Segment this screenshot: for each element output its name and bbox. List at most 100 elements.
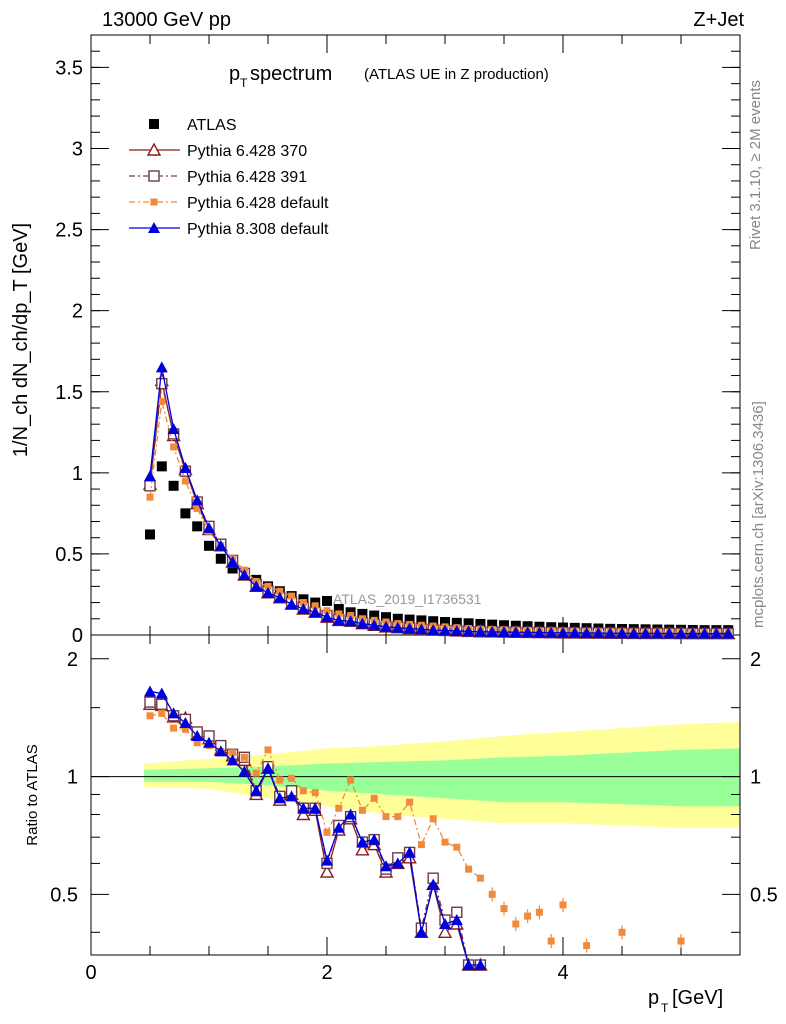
rivet-label: Rivet 3.1.10, ≥ 2M events: [747, 80, 764, 250]
data-point: [226, 556, 239, 568]
data-point: [686, 627, 699, 639]
data-point: [463, 618, 474, 629]
ratio-point: [488, 890, 496, 898]
ratio-point: [264, 746, 272, 754]
ratio-point: [214, 745, 227, 757]
legend: ATLAS Pythia 6.428 370 Pythia 6.428 391 Pyt…: [129, 117, 329, 238]
ratio-point: [441, 838, 449, 846]
data-point: [675, 627, 687, 639]
legend-label: Pythia 6.428 391: [187, 169, 307, 186]
ratio-point: [429, 815, 437, 823]
data-point: [722, 627, 735, 639]
ratio-point: [368, 833, 381, 845]
data-point: [250, 580, 263, 592]
ratio-ytick-label: 1: [67, 767, 78, 789]
ratio-band-inner: [144, 748, 741, 807]
data-point: [509, 626, 522, 638]
ratio-point: [677, 937, 685, 945]
legend-marker: [148, 222, 160, 233]
data-point: [276, 587, 284, 595]
data-point: [568, 626, 581, 638]
data-point: [498, 626, 510, 638]
ratio-point: [512, 920, 520, 928]
data-point: [273, 591, 286, 603]
main-ytick-label: 2.5: [55, 220, 83, 242]
ratio-point: [156, 698, 168, 710]
data-point: [311, 602, 319, 610]
data-point: [323, 607, 331, 615]
axis-ticks: 00.511.522.533.50.5 0.51 12 20 2 4: [50, 35, 778, 984]
data-point: [380, 620, 392, 632]
data-point: [545, 626, 558, 638]
data-point: [616, 627, 628, 639]
ratio-point: [146, 712, 154, 720]
data-point: [299, 599, 307, 607]
ratio-point: [203, 736, 215, 748]
data-point: [167, 423, 180, 435]
data-point: [145, 529, 155, 540]
data-point: [203, 521, 215, 533]
ratio-ytick-label-right: 2: [750, 649, 761, 671]
main-ytick-label: 0: [72, 625, 83, 647]
ratio-point: [155, 687, 168, 699]
series-p8def: [144, 361, 735, 639]
ratio-point: [252, 769, 260, 777]
data-point: [333, 604, 344, 615]
data-point: [297, 603, 310, 615]
ratio-point: [474, 959, 487, 971]
data-point: [533, 626, 546, 638]
data-point: [192, 521, 203, 532]
legend-label: Pythia 6.428 370: [187, 143, 307, 160]
ratio-band: [91, 721, 741, 828]
data-point: [368, 619, 381, 631]
data-point: [214, 539, 227, 551]
data-point: [322, 595, 332, 606]
ratio-point: [535, 908, 543, 916]
ratio-point: [382, 813, 390, 821]
data-point: [309, 606, 322, 618]
ratio-point: [465, 865, 473, 873]
data-point: [288, 592, 296, 600]
ratio-point: [462, 959, 475, 971]
ratio-point: [273, 792, 286, 804]
mcplots-label: mcplots.cern.ch [arXiv:1306.3436]: [750, 401, 767, 628]
ratio-point: [229, 749, 237, 757]
data-point: [227, 563, 238, 574]
xtick-label: 2: [321, 962, 332, 984]
main-ytick-label: 1.5: [55, 382, 83, 404]
ratio-point: [170, 724, 178, 732]
ratio-point: [323, 828, 331, 836]
ratio-point: [238, 765, 251, 777]
ratio-point: [167, 707, 180, 719]
ratio-point: [417, 841, 425, 849]
data-point: [264, 582, 272, 590]
data-point: [381, 612, 391, 623]
ratio-point: [276, 776, 284, 784]
data-point: [710, 627, 723, 639]
data-point: [415, 623, 428, 635]
ratio-series: [142, 685, 685, 971]
ratio-point: [311, 789, 319, 797]
ratio-point: [332, 821, 345, 833]
data-point: [193, 505, 201, 513]
data-point: [474, 625, 487, 637]
legend-label: Pythia 6.428 default: [187, 195, 329, 212]
data-point: [179, 461, 192, 473]
ratio-point: [415, 926, 428, 938]
ratio-point: [319, 864, 335, 878]
legend-marker: [149, 119, 159, 129]
ratio-ytick-label: 2: [67, 649, 78, 671]
ratio-point: [144, 685, 156, 697]
main-ytick-label: 2: [72, 301, 83, 323]
ratio-point: [394, 813, 402, 821]
ratio-point: [500, 905, 508, 913]
series-atlas: [145, 461, 734, 636]
ratio-point: [358, 806, 366, 814]
main-series: [142, 361, 736, 640]
ratio-point: [347, 776, 355, 784]
data-point: [604, 627, 617, 639]
xlabel-main: p: [648, 987, 659, 1009]
x-axis-label: p T [GeV]: [648, 987, 723, 1015]
xlabel-rest: [GeV]: [672, 987, 723, 1009]
ratio-point: [356, 836, 369, 848]
